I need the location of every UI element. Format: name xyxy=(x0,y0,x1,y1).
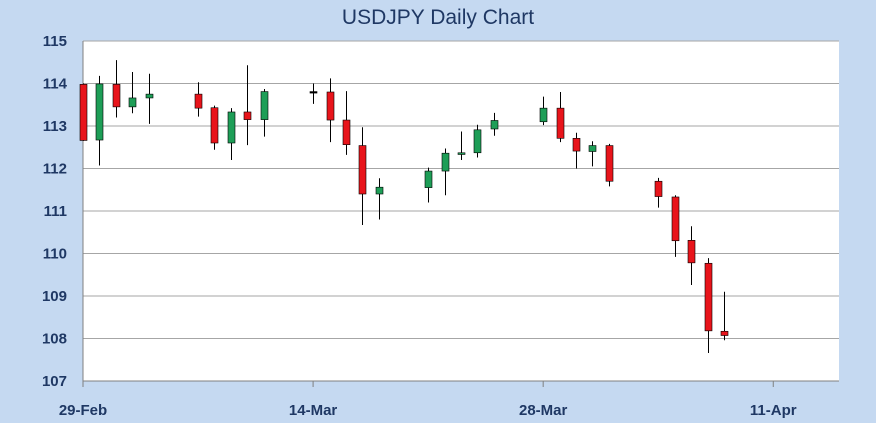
x-tick-label-14-Mar: 14-Mar xyxy=(289,402,338,419)
candle-2016-03-01 xyxy=(95,75,104,166)
candle-body xyxy=(457,152,466,155)
candle-body xyxy=(309,91,318,94)
candle-body xyxy=(95,83,104,141)
candle-2016-03-07 xyxy=(194,82,203,117)
candle-body xyxy=(704,262,713,332)
candle-body xyxy=(671,196,680,242)
candle-body xyxy=(588,145,597,152)
candle-body xyxy=(375,186,384,195)
candle-2016-03-11 xyxy=(260,89,269,137)
chart-title: USDJPY Daily Chart xyxy=(341,6,535,29)
grid-lines xyxy=(83,40,839,339)
candle-body xyxy=(441,152,450,172)
y-tick-label-109: 109 xyxy=(42,288,67,305)
candle-2016-04-01 xyxy=(605,143,614,187)
y-tick-label-112: 112 xyxy=(43,161,67,178)
candle-body xyxy=(539,107,548,123)
y-tick-label-113: 113 xyxy=(43,118,67,135)
candle-2016-03-03 xyxy=(128,72,137,114)
x-tick-label-29-Feb: 29-Feb xyxy=(59,402,107,419)
x-tick-label-11-Apr: 11-Apr xyxy=(750,402,797,419)
candle-body xyxy=(654,180,663,197)
candle-body xyxy=(326,91,335,121)
tick-labels: 107 108 109 110 111 112 113 114 115 29-Feb 14-Mar 2… xyxy=(42,33,797,419)
candle-body xyxy=(605,145,614,182)
candle-2016-03-04 xyxy=(145,73,154,124)
candle-body xyxy=(79,84,88,141)
candle-2016-04-05 xyxy=(671,195,680,257)
candle-body xyxy=(243,111,252,120)
candle-2016-03-23 xyxy=(457,131,466,160)
candle-2016-03-09 xyxy=(227,108,236,160)
candle-2016-03-16 xyxy=(342,91,351,155)
candle-body xyxy=(227,111,236,144)
candle-body xyxy=(194,93,203,109)
candle-body xyxy=(687,240,696,264)
candle-2016-03-22 xyxy=(441,148,450,196)
candle-2016-03-29 xyxy=(556,92,565,143)
candle-2016-03-02 xyxy=(112,60,121,118)
candle-2016-03-14 xyxy=(309,83,318,104)
candle-2016-02-29 xyxy=(79,83,88,141)
candle-2016-03-21 xyxy=(424,167,433,203)
y-tick-label-114: 114 xyxy=(43,76,68,93)
y-tick-label-107: 107 xyxy=(42,373,67,390)
candle-body xyxy=(424,170,433,188)
candle-2016-03-15 xyxy=(326,78,335,143)
candle-body xyxy=(128,97,137,108)
candle-2016-03-17 xyxy=(358,127,367,226)
candle-body xyxy=(572,138,581,152)
candle-2016-04-04 xyxy=(654,177,663,208)
candle-2016-03-10 xyxy=(243,65,252,146)
y-tick-label-111: 111 xyxy=(44,203,67,220)
candle-body xyxy=(473,129,482,154)
candle-body xyxy=(112,84,121,108)
candle-body xyxy=(210,107,219,144)
candle-2016-03-24 xyxy=(473,124,482,158)
candles xyxy=(79,60,729,353)
y-tick-label-110: 110 xyxy=(43,246,67,263)
x-tick-label-28-Mar: 28-Mar xyxy=(519,402,568,419)
candle-2016-04-07 xyxy=(704,258,713,353)
y-tick-label-108: 108 xyxy=(42,331,67,348)
candle-body xyxy=(342,119,351,146)
y-tick-label-115: 115 xyxy=(43,33,67,50)
candle-2016-04-06 xyxy=(687,226,696,285)
candle-2016-03-18 xyxy=(375,178,384,220)
candle-body xyxy=(720,330,729,336)
candle-body xyxy=(260,91,269,120)
candle-body xyxy=(556,107,565,139)
candle-2016-03-30 xyxy=(572,132,581,169)
candle-2016-03-25 xyxy=(490,112,499,136)
candle-body xyxy=(358,145,367,195)
candle-2016-04-08 xyxy=(720,291,729,341)
candle-2016-03-31 xyxy=(588,141,597,167)
candle-2016-03-08 xyxy=(210,105,219,150)
candle-body xyxy=(490,120,499,130)
candle-body xyxy=(145,93,154,99)
candle-2016-03-28 xyxy=(539,96,548,126)
